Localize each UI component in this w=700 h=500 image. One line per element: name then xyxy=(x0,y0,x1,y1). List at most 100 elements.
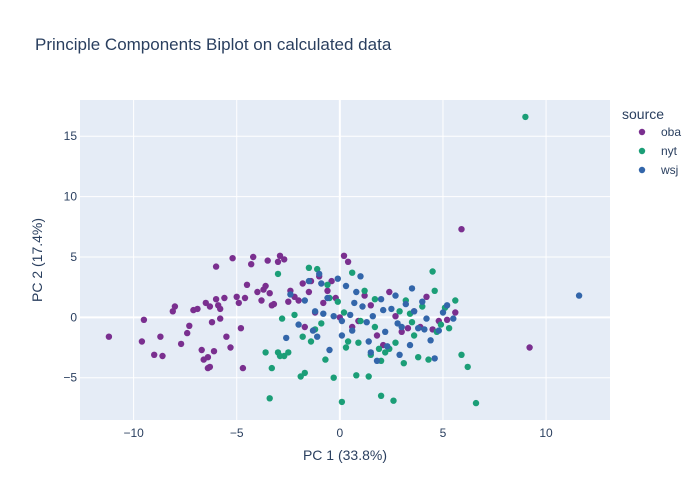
point-oba xyxy=(404,325,412,332)
point-nyt xyxy=(330,374,337,381)
point-wsj xyxy=(396,351,403,358)
point-wsj xyxy=(410,308,418,315)
point-wsj xyxy=(334,275,341,282)
point-nyt xyxy=(355,339,362,346)
point-nyt xyxy=(377,392,385,399)
point-wsj xyxy=(338,332,346,339)
point-oba xyxy=(204,354,212,361)
point-oba xyxy=(258,297,265,304)
point-oba xyxy=(210,348,218,355)
point-nyt xyxy=(400,360,407,367)
point-oba xyxy=(229,255,236,262)
point-wsj xyxy=(353,288,360,296)
point-oba xyxy=(233,293,240,300)
plot-area xyxy=(80,100,610,420)
point-oba xyxy=(328,277,335,285)
point-oba xyxy=(274,258,282,265)
point-nyt xyxy=(262,349,269,356)
x-tick-label: −10 xyxy=(123,426,144,440)
point-oba xyxy=(443,316,451,323)
point-wsj xyxy=(365,338,372,345)
x-tick-label: 10 xyxy=(539,426,553,440)
point-nyt xyxy=(410,332,418,339)
point-nyt xyxy=(344,338,352,345)
point-wsj xyxy=(388,305,395,313)
point-oba xyxy=(452,309,459,316)
point-nyt xyxy=(371,323,379,331)
point-oba xyxy=(243,281,251,288)
point-oba xyxy=(212,263,220,270)
point-wsj xyxy=(283,334,290,342)
point-nyt xyxy=(324,281,331,288)
point-oba xyxy=(262,282,269,290)
legend-item-wsj[interactable]: wsj xyxy=(638,163,679,177)
point-wsj xyxy=(575,292,583,299)
legend: source oba nyt wsj xyxy=(622,106,681,177)
point-oba xyxy=(299,280,306,287)
point-oba xyxy=(295,297,302,304)
point-nyt xyxy=(285,349,292,356)
point-nyt xyxy=(322,356,329,363)
point-oba xyxy=(266,290,273,297)
point-wsj xyxy=(363,319,370,326)
point-wsj xyxy=(367,349,374,356)
point-nyt xyxy=(297,373,304,380)
x-tick-label: 0 xyxy=(337,426,344,440)
legend-item-nyt[interactable]: nyt xyxy=(638,144,678,158)
point-wsj xyxy=(369,313,376,320)
legend-marker xyxy=(638,128,646,136)
point-nyt xyxy=(382,349,389,356)
point-nyt xyxy=(365,373,372,380)
point-oba xyxy=(177,340,185,348)
point-wsj xyxy=(301,297,308,304)
legend-marker xyxy=(638,147,646,155)
point-nyt xyxy=(340,309,348,316)
series-wsj xyxy=(283,270,583,364)
point-wsj xyxy=(398,323,405,331)
point-oba xyxy=(221,294,228,302)
point-oba xyxy=(361,292,368,299)
y-tick-label: 15 xyxy=(64,129,78,143)
point-nyt xyxy=(338,398,346,406)
point-wsj xyxy=(324,294,331,302)
point-wsj xyxy=(450,315,457,322)
point-oba xyxy=(250,253,257,261)
point-oba xyxy=(392,313,399,320)
point-wsj xyxy=(359,303,366,310)
x-tick-label: 5 xyxy=(440,426,447,440)
point-wsj xyxy=(349,327,356,334)
point-oba xyxy=(171,303,179,310)
point-nyt xyxy=(274,270,282,278)
point-oba xyxy=(169,308,176,315)
point-wsj xyxy=(394,320,401,327)
x-tick-labels: −10 −5 0 5 10 xyxy=(123,426,553,440)
point-wsj xyxy=(380,306,387,314)
point-oba xyxy=(105,333,113,340)
point-oba xyxy=(398,328,405,335)
point-nyt xyxy=(291,311,298,319)
point-oba xyxy=(320,299,327,307)
point-oba xyxy=(373,332,381,339)
point-wsj xyxy=(402,300,409,308)
point-nyt xyxy=(472,399,480,407)
point-nyt xyxy=(464,363,471,371)
point-nyt xyxy=(266,395,273,402)
point-nyt xyxy=(425,356,432,363)
legend-title: source xyxy=(622,106,664,122)
x-axis-label: PC 1 (33.8%) xyxy=(303,447,387,463)
point-oba xyxy=(458,226,465,233)
point-oba xyxy=(276,252,284,259)
point-oba xyxy=(223,333,230,340)
legend-item-oba[interactable]: oba xyxy=(638,125,682,139)
point-oba xyxy=(367,302,374,309)
point-wsj xyxy=(318,280,325,287)
point-wsj xyxy=(377,296,385,303)
point-oba xyxy=(138,338,146,345)
point-nyt xyxy=(431,287,438,294)
point-oba xyxy=(198,346,205,354)
legend-label: nyt xyxy=(661,144,678,158)
point-oba xyxy=(208,319,216,326)
point-wsj xyxy=(330,313,337,320)
legend-label: wsj xyxy=(660,163,678,177)
point-wsj xyxy=(338,317,346,325)
